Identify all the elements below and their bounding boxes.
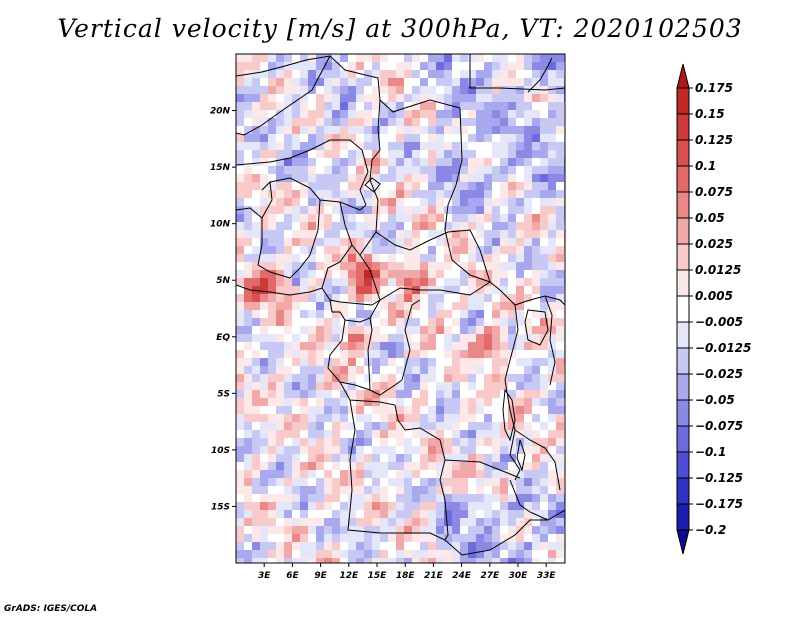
country-borders	[236, 54, 565, 556]
velocity-field	[236, 54, 565, 563]
colorbar-swatch	[676, 399, 690, 427]
map-frame	[235, 53, 566, 564]
colorbar-label: −0.125	[695, 471, 743, 485]
colorbar-swatch	[676, 191, 690, 219]
colorbar-label: −0.1	[695, 445, 726, 459]
lat-tick-label: 15S	[211, 502, 230, 512]
colorbar-swatch	[676, 373, 690, 401]
colorbar-swatch	[676, 321, 690, 349]
colorbar-label: −0.175	[695, 497, 743, 511]
colorbar-swatch	[676, 477, 690, 505]
colorbar-label: 0.1	[695, 159, 716, 173]
colorbar-label: 0.0125	[695, 263, 741, 277]
colorbar-label: −0.0125	[695, 341, 751, 355]
lon-tick-label: 3E	[258, 571, 271, 581]
lon-tick-label: 18E	[396, 571, 416, 581]
colorbar-swatch	[676, 217, 690, 245]
lon-tick-label: 12E	[339, 571, 359, 581]
colorbar-label: 0.005	[695, 289, 733, 303]
colorbar-label: 0.125	[695, 133, 733, 147]
lon-tick-label: 33E	[537, 571, 557, 581]
lon-tick-label: 6E	[286, 571, 299, 581]
colorbar: 0.175 0.15 0.125 0.1 0.075 0.05 0.025 0.0125 0.0…	[676, 63, 751, 555]
colorbar-label: 0.025	[695, 237, 733, 251]
colorbar-swatch	[676, 269, 690, 297]
lon-tick-label: 30E	[509, 571, 529, 581]
colorbar-swatch	[676, 165, 690, 193]
lat-tick-label: 10N	[210, 220, 231, 230]
lon-tick-label: 27E	[480, 571, 500, 581]
lon-tick-label: 9E	[314, 571, 327, 581]
colorbar-swatch	[676, 295, 690, 323]
colorbar-swatch	[676, 425, 690, 453]
lat-tick-label: 5N	[216, 276, 230, 286]
lon-tick-label: 15E	[368, 571, 388, 581]
colorbar-swatch	[676, 139, 690, 167]
lat-tick-label: 20N	[210, 107, 231, 117]
colorbar-top-arrow	[676, 63, 690, 89]
lake-outlines	[364, 177, 549, 472]
colorbar-label: 0.175	[695, 81, 733, 95]
longitude-axis: 3E 6E 9E 12E 15E 18E 21E 24E 27E 30E 33E	[258, 563, 556, 581]
colorbar-swatch	[676, 87, 690, 115]
lon-tick-label: 24E	[452, 571, 472, 581]
lon-tick-label: 21E	[424, 571, 444, 581]
colorbar-label: 0.05	[695, 211, 725, 225]
lat-tick-label: 5S	[217, 389, 230, 399]
latitude-axis: 20N 15N 10N 5N EQ 5S 10S 15S	[210, 107, 236, 512]
colorbar-swatch	[676, 243, 690, 271]
colorbar-label: −0.05	[695, 393, 735, 407]
colorbar-label: 0.075	[695, 185, 733, 199]
colorbar-swatch	[676, 451, 690, 479]
lat-tick-label: EQ	[216, 333, 230, 343]
colorbar-swatch	[676, 113, 690, 141]
colorbar-swatch	[676, 347, 690, 375]
colorbar-label: −0.025	[695, 367, 743, 381]
colorbar-bottom-arrow	[676, 529, 690, 555]
lat-tick-label: 10S	[211, 446, 230, 456]
lat-tick-label: 15N	[210, 163, 231, 173]
plot-title: Vertical velocity [m/s] at 300hPa, VT: 2…	[57, 14, 743, 43]
colorbar-label: 0.15	[695, 107, 725, 121]
credit-label: GrADS: IGES/COLA	[4, 604, 98, 614]
colorbar-label: −0.005	[695, 315, 743, 329]
colorbar-label: −0.075	[695, 419, 743, 433]
colorbar-label: −0.2	[695, 523, 726, 537]
colorbar-swatch	[676, 503, 690, 531]
